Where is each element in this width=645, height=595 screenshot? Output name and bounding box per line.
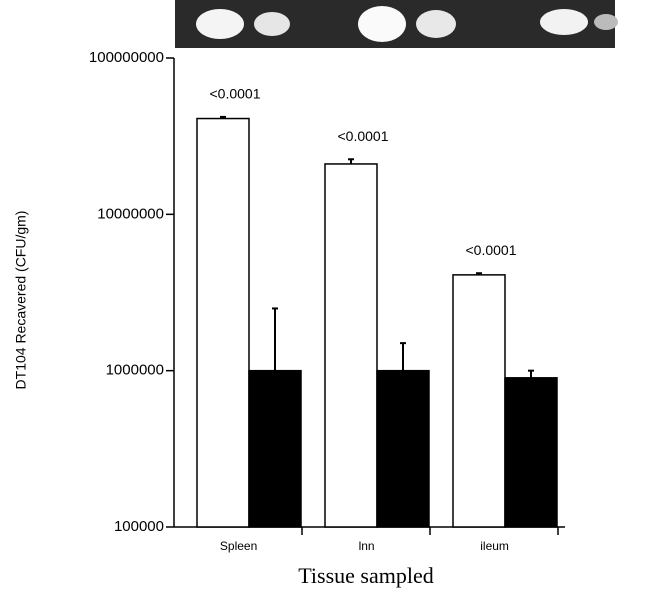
gel-image <box>175 0 618 48</box>
annotation: <0.0001 <box>210 86 261 102</box>
bar <box>197 119 249 527</box>
bar <box>505 378 557 527</box>
bar <box>325 164 377 527</box>
bar <box>249 371 301 527</box>
y-tick-label: 100000000 <box>89 49 164 66</box>
y-tick-label: 100000 <box>114 518 164 535</box>
x-axis-label: Tissue sampled <box>298 563 433 588</box>
annotation: <0.0001 <box>466 242 517 258</box>
bar <box>377 371 429 527</box>
annotation: <0.0001 <box>338 128 389 144</box>
y-tick-label: 10000000 <box>97 205 164 222</box>
y-tick-label: 1000000 <box>106 362 164 379</box>
y-axis-label: DT104 Recavered (CFU/gm) <box>13 211 29 390</box>
x-tick-label: lnn <box>359 539 375 553</box>
x-tick-label: ileum <box>480 539 509 553</box>
bar <box>453 275 505 527</box>
x-tick-label: Spleen <box>220 539 257 553</box>
chart: DT104 Recavered (CFU/gm) Tissue sampled … <box>0 0 645 595</box>
